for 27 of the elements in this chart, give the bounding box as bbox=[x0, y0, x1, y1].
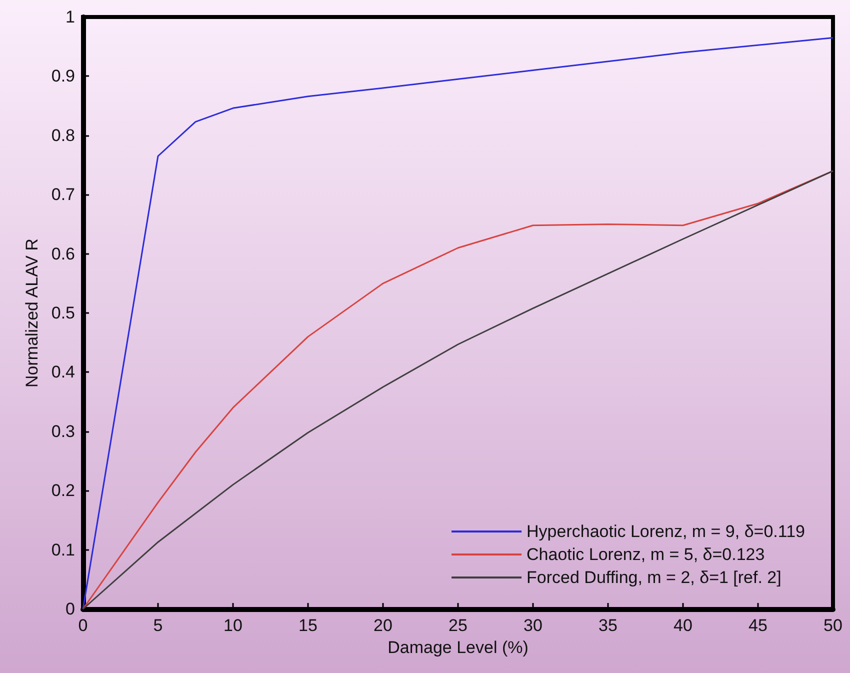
legend-label: Chaotic Lorenz, m = 5, δ=0.123 bbox=[526, 545, 765, 564]
y-axis-title: Normalized ALAV R bbox=[22, 238, 42, 388]
x-tick-label: 45 bbox=[748, 616, 768, 635]
y-tick-label: 0.7 bbox=[51, 185, 75, 204]
y-tick-label: 0.8 bbox=[51, 126, 75, 145]
y-tick-label: 1 bbox=[66, 8, 75, 26]
x-axis-title: Damage Level (%) bbox=[388, 638, 528, 657]
y-tick-label: 0.2 bbox=[51, 481, 75, 500]
legend-label: Forced Duffing, m = 2, δ=1 [ref. 2] bbox=[526, 568, 782, 587]
y-tick-label: 0.4 bbox=[51, 362, 75, 382]
x-tick-label: 5 bbox=[153, 616, 163, 635]
legend-label: Hyperchaotic Lorenz, m = 9, δ=0.119 bbox=[526, 522, 805, 541]
y-tick-label: 0 bbox=[66, 600, 75, 618]
x-tick-label: 0 bbox=[78, 616, 88, 635]
y-tick-label: 0.5 bbox=[51, 304, 75, 322]
x-tick-label: 20 bbox=[374, 616, 392, 635]
y-tick-label: 0.3 bbox=[51, 422, 75, 441]
y-tick-label: 0.9 bbox=[51, 66, 75, 86]
y-tick-label: 0.1 bbox=[51, 540, 75, 560]
y-tick-label: 0.6 bbox=[51, 244, 75, 264]
x-tick-label: 35 bbox=[598, 616, 618, 635]
x-tick-label: 10 bbox=[224, 616, 242, 635]
x-tick-label: 40 bbox=[674, 616, 692, 635]
x-tick-label: 30 bbox=[524, 616, 542, 635]
x-tick-label: 15 bbox=[298, 616, 318, 635]
x-tick-label: 50 bbox=[824, 616, 842, 635]
x-tick-label: 25 bbox=[448, 616, 468, 635]
